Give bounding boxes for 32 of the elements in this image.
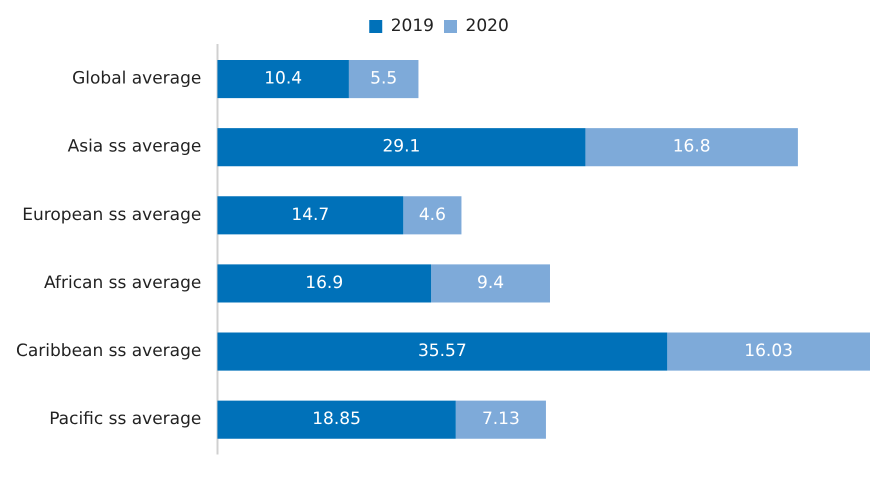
data-label: 16.9 — [305, 272, 344, 293]
data-label: 9.4 — [477, 272, 504, 293]
data-label: 35.57 — [418, 341, 467, 362]
data-label: 7.13 — [482, 409, 520, 430]
legend-label: 2020 — [466, 16, 509, 36]
bar — [403, 196, 462, 234]
bar — [217, 60, 349, 98]
bar — [456, 400, 546, 439]
bar — [217, 196, 404, 234]
y-tick-label: Asia ss average — [68, 136, 202, 157]
y-tick-label: European ss average — [22, 204, 202, 225]
bar — [431, 264, 550, 303]
y-tick-label: Pacific ss average — [49, 409, 202, 430]
data-label: 5.5 — [370, 68, 398, 88]
bar — [585, 128, 798, 166]
bar — [217, 128, 586, 166]
bar — [217, 332, 668, 371]
data-label: 14.7 — [291, 204, 330, 225]
data-label: 18.85 — [312, 409, 361, 430]
y-tick-label: African ss average — [44, 272, 202, 293]
data-label: 16.03 — [744, 341, 793, 362]
bar — [217, 264, 432, 303]
bar — [217, 400, 456, 439]
legend-label: 2019 — [390, 16, 434, 36]
data-label: 10.4 — [264, 68, 302, 88]
y-tick-label: Caribbean ss average — [16, 341, 202, 362]
bar — [667, 332, 870, 371]
data-label: 16.8 — [672, 136, 711, 157]
bar — [348, 60, 418, 98]
data-label: 4.6 — [418, 204, 446, 225]
y-tick-label: Global average — [72, 68, 202, 88]
data-label: 29.1 — [382, 136, 420, 157]
